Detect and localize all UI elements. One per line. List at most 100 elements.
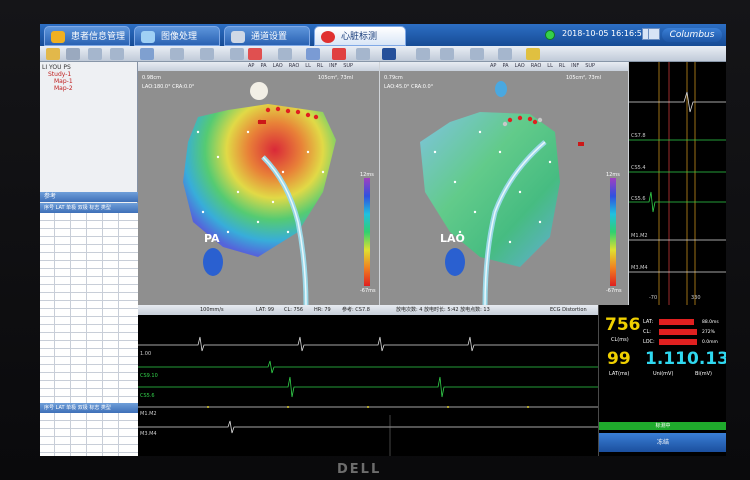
view-btn-rao[interactable]: RAO [530,63,542,69]
grid-columns-1: 序号 LAT 单极 双极 标志 类型 [40,203,138,213]
view-btn-inf[interactable]: INF [329,63,338,69]
view-btn-ap[interactable]: AP [248,63,255,69]
heart-map-tool-icon[interactable] [248,48,262,60]
view-btn-lao[interactable]: LAO [272,63,283,69]
lao-scale-bottom: -67ms [606,288,622,294]
uni-value: 1.11 [645,349,687,369]
grid-header-reference: 参考 [40,192,138,202]
lao-info-angle: LAO:45.0° CRA:0.0° [384,84,434,90]
ecg-axis-right: 330 [691,295,701,301]
cl-unit: CL(ms) [611,337,629,343]
tab-label: 图像处理 [161,32,198,42]
airplane-icon [141,31,155,43]
map-view-lao[interactable]: AP PA LAO RAO LL RL INF SUP 0.79cm LAO:45.0° CR… [380,62,628,305]
print-tool-icon[interactable] [416,48,430,60]
view-btn-ll[interactable]: LL [547,63,553,69]
arrow-tool-icon[interactable] [200,48,214,60]
lat-bar-value: 88.0ms [702,320,719,325]
layout-tool-icon[interactable] [140,48,154,60]
tree-item-study[interactable]: Study-1 [48,71,72,78]
stats-panel: 756 CL(ms) LAT: 88.0ms CL: 272% LOC: 0.0… [598,305,726,456]
left-panel: LI YOU PS Study-1 Map-1 Map-2 参考 序号 LAT … [40,62,138,456]
rotate-tool-icon[interactable] [382,48,396,60]
reference-channel[interactable]: 参考: CS7.8 [342,307,370,313]
pa-color-scale [364,178,370,286]
tab-cardiac-mapping[interactable]: 心脏标测 [314,26,406,46]
view-toolbar-lao: AP PA LAO RAO LL RL INF SUP [380,62,628,71]
ecg-bottom-label-1: 1.00 [140,351,152,357]
settings-button[interactable] [648,28,660,40]
view-btn-pa[interactable]: PA [502,63,509,69]
tree-item-map2[interactable]: Map-2 [54,85,73,92]
points-grid-2[interactable] [40,413,138,456]
wrench-tool-icon[interactable] [526,48,540,60]
tree-item-map1[interactable]: Map-1 [54,78,73,85]
lao-color-scale [610,178,616,286]
surface-tool-icon[interactable] [278,48,292,60]
ecg-panel-right[interactable]: CS7.8 CS5.4 CS5.6 M1.M2 M3.M4 -70 330 [629,62,726,305]
ecg-right-traces [629,62,726,305]
lat-unit: LAT(ms) [609,371,630,377]
uni-unit: Uni(mV) [653,371,674,377]
ecg-distortion: ECG Distortion [550,307,587,313]
bi-unit: Bi(mV) [695,371,713,377]
tab-label: 心脏标测 [341,32,378,42]
view-toolbar-pa: AP PA LAO RAO LL RL INF SUP [138,62,379,71]
view-btn-pa[interactable]: PA [260,63,267,69]
pa-info-angle: LAO:180.0° CRA:0.0° [142,84,195,90]
view-btn-rl[interactable]: RL [558,63,566,69]
tab-patient-info[interactable]: 患者信息管理 [44,26,130,46]
tab-channel-settings[interactable]: 通道设置 [224,26,310,46]
view-btn-rl[interactable]: RL [316,63,324,69]
grid-tool-icon[interactable] [110,48,124,60]
stop-tool-icon[interactable] [332,48,346,60]
bi-value: 0.13 [687,349,726,369]
ecg-bottom-label-4: M1.M2 [140,411,157,417]
app-screen: 患者信息管理 图像处理 通道设置 心脏标测 2018-10-05 16:16:5… [40,24,726,456]
ecg-right-label-4: M1.M2 [631,233,648,239]
globe-tool-icon[interactable] [306,48,320,60]
pa-scale-top: 12ms [360,172,374,178]
points-grid-1[interactable] [40,213,138,403]
ecg-bottom-traces [138,336,598,456]
hr-readout: HR: 79 [314,307,331,313]
cl-bar [659,329,697,335]
view-btn-inf[interactable]: INF [571,63,580,69]
view-btn-ll[interactable]: LL [305,63,311,69]
ecg-right-label-3: CS5.6 [631,196,646,202]
datetime: 2018-10-05 16:16:53 [562,29,647,38]
view-btn-sup[interactable]: SUP [343,63,354,69]
tree-item-patient[interactable]: LI YOU PS [42,64,71,71]
pa-info-volume: 105cm², 73ml [318,75,353,81]
view-btn-lao[interactable]: LAO [514,63,525,69]
sweep-speed[interactable]: 100mm/s [200,307,224,313]
heart-tool-icon[interactable] [46,48,60,60]
view-btn-rao[interactable]: RAO [288,63,300,69]
tab-image-processing[interactable]: 图像处理 [134,26,220,46]
move-tool-icon[interactable] [230,48,244,60]
save-tool-icon[interactable] [88,48,102,60]
window-tool-icon[interactable] [498,48,512,60]
loc-bar-value: 0.0mm [702,340,718,345]
ecg-right-label-5: M3.M4 [631,265,648,271]
freeze-button[interactable]: 冻结 [599,433,726,452]
orientation-heart-icon [203,248,223,276]
lao-scale-top: 12ms [606,172,620,178]
record-tool-icon[interactable] [66,48,80,60]
table-tool-icon[interactable] [470,48,484,60]
study-tree: LI YOU PS Study-1 Map-1 Map-2 [42,64,73,92]
ecg-panel-bottom[interactable]: 1.00 CS9.10 CS5.6 M1.M2 M3.M4 [138,315,598,456]
monitor-tool-icon[interactable] [440,48,454,60]
point-tool-icon[interactable] [170,48,184,60]
ecg-bottom-label-5: M3.M4 [140,431,157,437]
map-view-pa[interactable]: AP PA LAO RAO LL RL INF SUP 0.9Bcm LAO:180.0° C… [138,62,379,305]
lao-info-distance: 0.79cm [384,75,403,81]
expand-tool-icon[interactable] [356,48,370,60]
view-btn-sup[interactable]: SUP [585,63,596,69]
tab-label: 通道设置 [251,32,288,42]
ecg-right-label-1: CS7.8 [631,133,646,139]
view-btn-ap[interactable]: AP [490,63,497,69]
pa-info-distance: 0.9Bcm [142,75,162,81]
lao-activation-map [420,81,584,305]
